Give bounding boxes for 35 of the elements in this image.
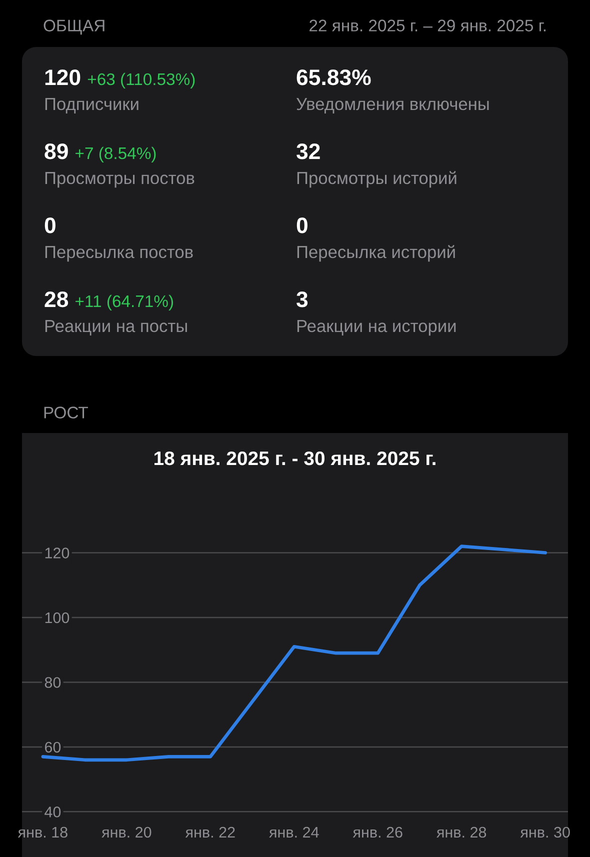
text: 89 xyxy=(44,143,68,160)
text: Просмотры историй xyxy=(297,171,456,188)
text: Просмотры постов xyxy=(45,172,194,188)
text: 28 xyxy=(44,291,68,308)
chart-title: РОСТ xyxy=(44,406,88,418)
text: 18 янв. 2025 г. - 30 янв. 2025 г. xyxy=(154,451,436,466)
text: +11 (64.71%) xyxy=(76,294,174,310)
text: 0 xyxy=(296,217,308,234)
y-tick-label: 40 xyxy=(44,806,61,818)
text: 0 xyxy=(44,217,56,234)
text: 3 xyxy=(296,291,308,308)
text: Пересылка постов xyxy=(45,246,193,262)
y-tick-label: 100 xyxy=(45,612,70,624)
x-tick-label: янв. 26 xyxy=(352,826,402,838)
x-tick-label: янв. 28 xyxy=(436,826,486,838)
y-tick-label: 80 xyxy=(44,677,61,688)
text: Реакции на истории xyxy=(297,320,456,336)
text: +63 (110.53%) xyxy=(88,72,195,88)
x-tick-label: янв. 22 xyxy=(185,826,235,838)
text: Реакции на посты xyxy=(45,320,187,336)
text: Уведомления включены xyxy=(296,98,489,114)
y-tick-label: 120 xyxy=(45,548,70,558)
text: ОБЩАЯ xyxy=(44,20,104,35)
x-tick-label: янв. 20 xyxy=(102,826,152,838)
line-series xyxy=(41,544,547,762)
x-tick-label: янв. 24 xyxy=(269,826,319,838)
text: 32 xyxy=(296,143,320,160)
y-tick-label: 60 xyxy=(45,742,61,753)
x-tick-label: янв. 30 xyxy=(520,826,570,838)
text: 65.83% xyxy=(296,69,371,86)
text: Подписчики xyxy=(45,98,138,114)
text: 22 янв. 2025 г. – 29 янв. 2025 г. xyxy=(310,20,546,32)
text: +7 (8.54%) xyxy=(76,146,156,162)
text: Пересылка историй xyxy=(297,245,455,262)
x-tick-label: янв. 18 xyxy=(18,826,68,838)
